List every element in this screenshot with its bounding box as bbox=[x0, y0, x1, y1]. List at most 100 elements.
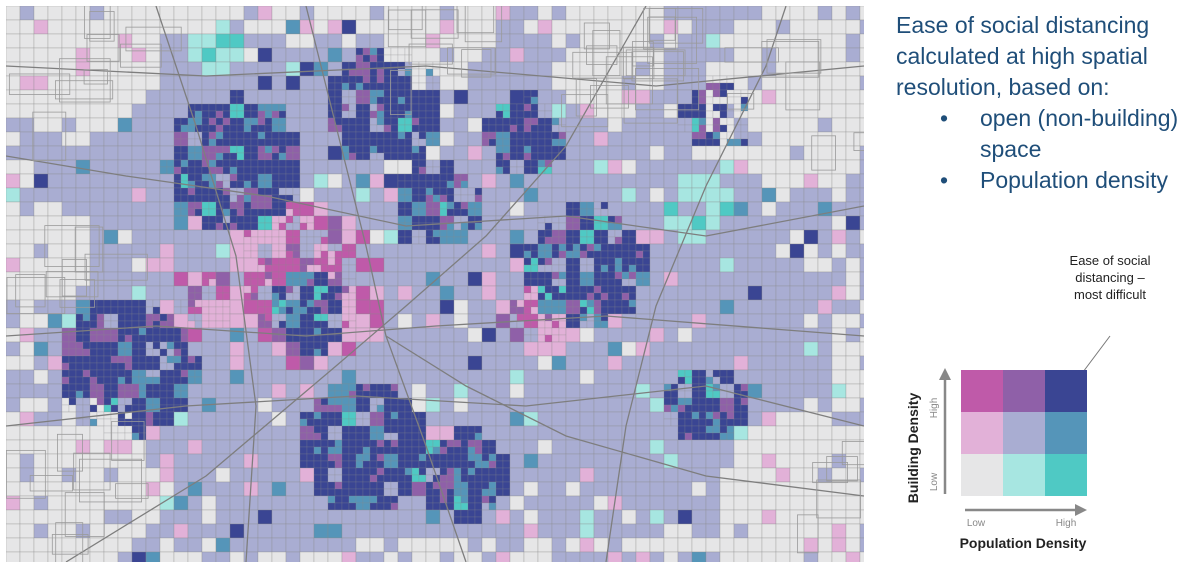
map-parcel bbox=[439, 47, 455, 63]
map-parcel bbox=[607, 243, 616, 252]
map-parcel bbox=[299, 89, 315, 105]
map-parcel bbox=[789, 425, 805, 441]
map-parcel bbox=[313, 446, 322, 455]
map-parcel bbox=[285, 257, 294, 266]
map-parcel bbox=[89, 285, 105, 301]
map-parcel bbox=[698, 432, 707, 441]
map-parcel bbox=[383, 439, 392, 448]
map-parcel bbox=[89, 103, 105, 119]
map-parcel bbox=[376, 425, 385, 434]
map-parcel bbox=[327, 509, 343, 525]
map-parcel bbox=[817, 509, 833, 525]
map-parcel bbox=[187, 257, 203, 273]
map-parcel bbox=[341, 383, 350, 392]
map-parcel bbox=[257, 236, 266, 245]
map-parcel bbox=[369, 19, 385, 35]
map-parcel bbox=[194, 292, 203, 301]
map-parcel bbox=[166, 383, 175, 392]
map-parcel bbox=[257, 229, 266, 238]
map-parcel bbox=[306, 327, 315, 336]
map-parcel bbox=[166, 418, 175, 427]
map-parcel bbox=[677, 481, 693, 497]
map-parcel bbox=[19, 355, 35, 371]
map-parcel bbox=[460, 453, 469, 462]
map-parcel bbox=[789, 61, 805, 77]
map-parcel bbox=[201, 103, 210, 112]
map-parcel bbox=[663, 75, 679, 91]
map-parcel bbox=[271, 124, 280, 133]
map-parcel bbox=[152, 313, 161, 322]
map-parcel bbox=[544, 131, 553, 140]
map-parcel bbox=[425, 411, 441, 427]
map-parcel bbox=[425, 236, 434, 245]
map-parcel bbox=[271, 236, 280, 245]
map-parcel bbox=[523, 467, 539, 483]
map-parcel bbox=[299, 306, 308, 315]
map-parcel bbox=[145, 117, 161, 133]
map-parcel bbox=[677, 124, 686, 133]
map-parcel bbox=[432, 96, 441, 105]
map-parcel bbox=[152, 341, 161, 350]
map-parcel bbox=[383, 495, 392, 504]
map-parcel bbox=[376, 411, 385, 420]
map-parcel bbox=[397, 537, 413, 553]
map-parcel bbox=[635, 103, 651, 119]
map-parcel bbox=[229, 271, 245, 287]
map-parcel bbox=[229, 180, 238, 189]
map-parcel bbox=[453, 460, 462, 469]
map-parcel bbox=[320, 481, 329, 490]
map-parcel bbox=[789, 103, 805, 119]
map-parcel bbox=[453, 145, 469, 161]
map-parcel bbox=[292, 208, 301, 217]
map-parcel bbox=[432, 138, 441, 147]
map-parcel bbox=[558, 215, 567, 224]
map-parcel bbox=[733, 47, 749, 63]
map-parcel bbox=[131, 362, 140, 371]
map-parcel bbox=[243, 117, 252, 126]
map-parcel bbox=[404, 481, 413, 490]
map-parcel bbox=[208, 194, 217, 203]
map-parcel bbox=[285, 495, 301, 511]
map-parcel bbox=[327, 460, 336, 469]
map-parcel bbox=[250, 124, 259, 133]
map-parcel bbox=[404, 117, 413, 126]
map-parcel bbox=[551, 131, 560, 140]
map-parcel bbox=[278, 334, 287, 343]
map-parcel bbox=[747, 187, 763, 203]
map-parcel bbox=[509, 299, 518, 308]
map-parcel bbox=[467, 33, 483, 49]
map-parcel bbox=[691, 523, 707, 539]
map-parcel bbox=[341, 138, 350, 147]
map-parcel bbox=[719, 376, 728, 385]
map-parcel bbox=[61, 187, 77, 203]
map-parcel bbox=[138, 334, 147, 343]
map-parcel bbox=[320, 257, 329, 266]
map-parcel bbox=[593, 271, 602, 280]
map-parcel bbox=[390, 89, 399, 98]
map-parcel bbox=[369, 89, 378, 98]
map-parcel bbox=[257, 89, 273, 105]
map-parcel bbox=[201, 166, 210, 175]
map-parcel bbox=[411, 6, 427, 21]
map-parcel bbox=[404, 474, 413, 483]
map-parcel bbox=[467, 194, 476, 203]
map-parcel bbox=[593, 397, 609, 413]
map-parcel bbox=[362, 110, 371, 119]
map-parcel bbox=[537, 47, 553, 63]
map-parcel bbox=[271, 19, 287, 35]
map-parcel bbox=[327, 474, 336, 483]
map-rural-parcel bbox=[45, 271, 99, 298]
map-parcel bbox=[425, 488, 434, 497]
map-parcel bbox=[705, 124, 714, 133]
map-parcel bbox=[341, 19, 357, 35]
map-parcel bbox=[61, 509, 77, 525]
map-parcel bbox=[635, 117, 651, 133]
map-parcel bbox=[705, 6, 721, 21]
criteria-text: space bbox=[980, 136, 1042, 162]
map-parcel bbox=[201, 33, 217, 49]
map-parcel bbox=[250, 208, 259, 217]
map-parcel bbox=[355, 404, 364, 413]
map-parcel bbox=[201, 285, 210, 294]
map-parcel bbox=[180, 327, 189, 336]
map-parcel bbox=[593, 425, 609, 441]
